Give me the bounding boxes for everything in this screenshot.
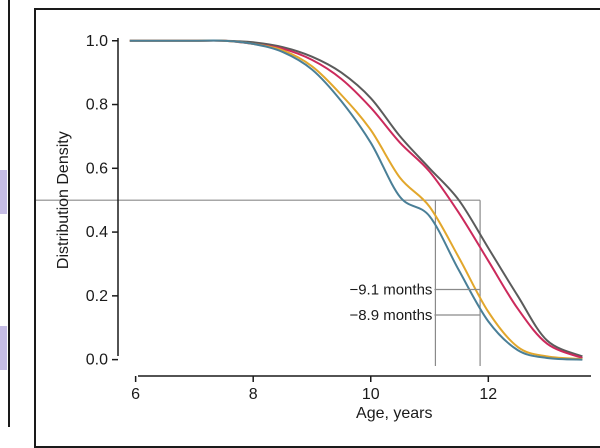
axes: 0.00.20.40.60.81.06810121Age, yearsDistr… bbox=[55, 33, 591, 422]
left-panel-tab bbox=[0, 170, 7, 214]
reference-lines bbox=[36, 199, 481, 366]
series-curves bbox=[129, 39, 583, 361]
y-tick-label: 0.2 bbox=[86, 288, 108, 305]
annotations: −9.1 months −8.9 months bbox=[349, 281, 481, 324]
y-tick-label: 0.0 bbox=[86, 352, 108, 369]
annotation-label: −8.9 months bbox=[349, 307, 432, 324]
x-tick-label: 6 bbox=[131, 386, 140, 403]
y-tick-label: 0.6 bbox=[86, 160, 108, 177]
y-tick-label: 0.4 bbox=[86, 224, 108, 241]
left-panel-tab bbox=[0, 326, 7, 370]
series-line bbox=[129, 39, 583, 361]
x-tick-label: 8 bbox=[249, 386, 258, 403]
y-tick-label: 1.0 bbox=[86, 33, 108, 50]
chart-frame bbox=[34, 8, 600, 448]
x-axis-title: Age, years bbox=[356, 405, 432, 422]
annotation-label: −9.1 months bbox=[349, 281, 432, 298]
y-tick-label: 0.8 bbox=[86, 97, 108, 114]
x-tick-label: 12 bbox=[479, 386, 497, 403]
y-axis-title: Distribution Density bbox=[55, 131, 72, 269]
x-tick-label: 10 bbox=[362, 386, 380, 403]
survival-curve-chart: 0.00.20.40.60.81.06810121Age, yearsDistr… bbox=[36, 33, 591, 422]
left-panel-edge bbox=[0, 0, 10, 427]
